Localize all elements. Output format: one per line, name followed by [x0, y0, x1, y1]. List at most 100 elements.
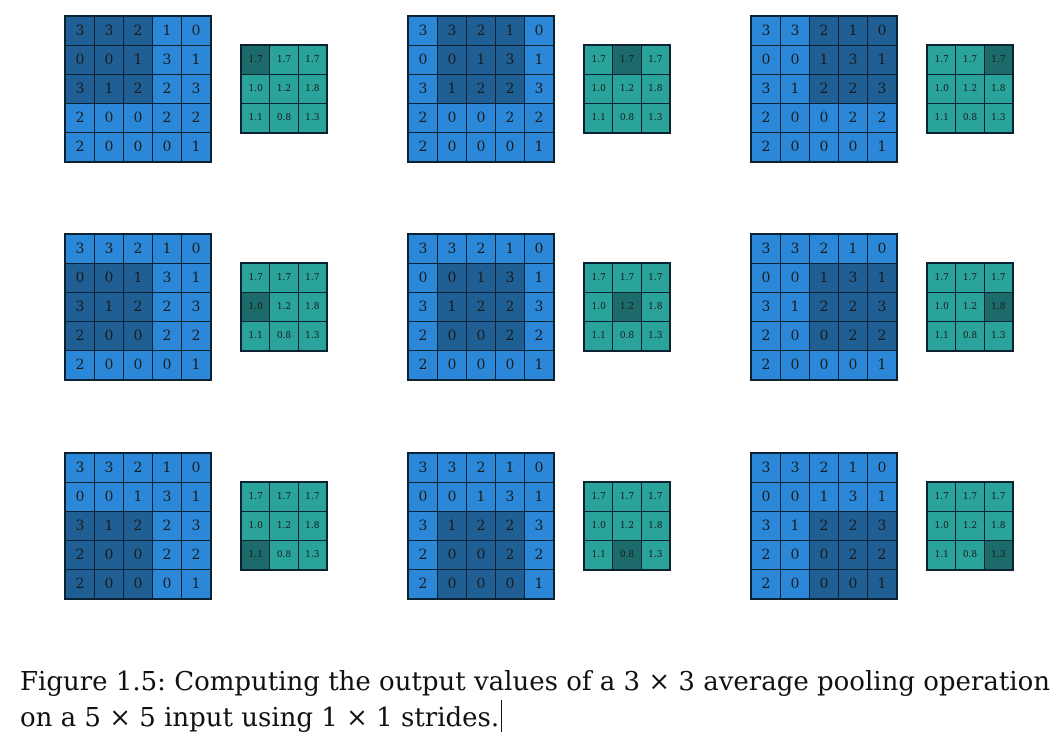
output-grid: 1.7 1.7 1.7 1.0 1.2 1.8 1.1 0.8 1.3	[926, 262, 1014, 352]
output-cell: 1.1	[583, 103, 614, 134]
input-cell: 3	[407, 511, 438, 541]
input-cell: 1	[524, 263, 555, 293]
input-cell: 0	[780, 103, 810, 133]
output-cell: 1.2	[955, 292, 985, 322]
output-cell: 1.0	[583, 511, 614, 541]
output-cell: 1.2	[269, 511, 299, 541]
output-cell: 1.0	[240, 74, 271, 104]
input-cell: 1	[780, 292, 810, 322]
input-cell-in-window: 0	[64, 263, 95, 293]
output-cell: 1.7	[269, 44, 299, 75]
pooling-step-6: 3 3 2 1 0 0 0 1 3 1 3 1 2 2 3 2 0 0 2 2 2 0 0 0 1 1.7 1.7 1.7 1.0 1.2…	[750, 233, 1014, 381]
input-cell: 0	[780, 569, 810, 600]
input-cell-in-window: 2	[867, 321, 898, 351]
input-cell-in-window: 2	[123, 511, 153, 541]
pooling-step-3: 3 3 2 1 0 0 0 1 3 1 3 1 2 2 3 2 0 0 2 2 2 0 0 0 1 1.7 1.7 1.7 1.0 1.2…	[750, 15, 1014, 163]
input-cell-in-window: 0	[466, 569, 496, 600]
input-cell-in-window: 2	[466, 292, 496, 322]
output-grid: 1.7 1.7 1.7 1.0 1.2 1.8 1.1 0.8 1.3	[926, 44, 1014, 134]
output-cell-current: 1.2	[612, 292, 642, 322]
input-cell: 0	[867, 233, 898, 264]
input-cell-in-window: 2	[123, 15, 153, 46]
input-cell: 3	[94, 233, 124, 264]
pooling-step-8: 3 3 2 1 0 0 0 1 3 1 3 1 2 2 3 2 0 0 2 2 2 0 0 0 1 1.7 1.7 1.7 1.0 1.2…	[407, 452, 671, 600]
input-cell: 0	[152, 350, 182, 381]
output-cell: 1.0	[926, 74, 957, 104]
output-cell: 1.7	[640, 262, 671, 293]
input-cell: 2	[123, 452, 153, 483]
input-cell: 2	[466, 233, 496, 264]
input-cell: 1	[181, 45, 212, 75]
input-cell-in-window: 0	[94, 540, 124, 570]
input-cell-in-window: 2	[495, 511, 525, 541]
input-cell: 0	[407, 45, 438, 75]
input-cell-in-window: 3	[495, 263, 525, 293]
input-cell-in-window: 0	[466, 321, 496, 351]
input-cell: 2	[809, 233, 839, 264]
output-cell: 1.7	[583, 44, 614, 75]
input-cell: 3	[437, 233, 467, 264]
input-cell-in-window: 1	[867, 569, 898, 600]
output-cell: 0.8	[955, 321, 985, 352]
input-cell: 0	[750, 45, 781, 75]
input-cell-in-window: 0	[867, 15, 898, 46]
input-cell: 0	[780, 540, 810, 570]
input-cell: 0	[437, 350, 467, 381]
input-cell-in-window: 2	[495, 74, 525, 104]
input-cell: 0	[152, 132, 182, 163]
output-row: 1.7 1.7 1.7	[583, 481, 671, 512]
input-cell-in-window: 1	[495, 15, 525, 46]
input-cell: 0	[152, 569, 182, 600]
input-cell: 1	[181, 569, 212, 600]
input-cell: 0	[94, 132, 124, 163]
input-cell-in-window: 0	[437, 569, 467, 600]
input-cell: 2	[750, 103, 781, 133]
input-cell-in-window: 1	[466, 263, 496, 293]
input-cell-in-window: 3	[64, 511, 95, 541]
output-cell: 1.3	[983, 103, 1014, 134]
input-cell-in-window: 1	[437, 292, 467, 322]
output-cell: 1.7	[269, 481, 299, 512]
output-cell: 1.7	[583, 262, 614, 293]
input-cell-in-window: 2	[838, 292, 868, 322]
input-cell: 3	[181, 74, 212, 104]
input-cell: 2	[152, 540, 182, 570]
input-cell: 0	[123, 132, 153, 163]
input-cell-in-window: 0	[838, 569, 868, 600]
input-cell-in-window: 2	[123, 74, 153, 104]
output-cell: 1.7	[926, 262, 957, 293]
output-cell: 1.2	[269, 74, 299, 104]
input-cell-in-window: 3	[867, 511, 898, 541]
input-cell-in-window: 2	[809, 292, 839, 322]
output-cell: 1.7	[983, 262, 1014, 293]
input-cell: 0	[64, 482, 95, 512]
input-cell: 1	[838, 233, 868, 264]
pooling-step-7: 3 3 2 1 0 0 0 1 3 1 3 1 2 2 3 2 0 0 2 2 2 0 0 0 1 1.7 1.7 1.7 1.0 1.2…	[64, 452, 328, 600]
input-cell: 1	[181, 482, 212, 512]
output-cell-current: 1.7	[612, 44, 642, 75]
input-cell-in-window: 2	[495, 540, 525, 570]
input-cell: 3	[407, 15, 438, 46]
input-cell-in-window: 3	[838, 45, 868, 75]
output-grid: 1.7 1.7 1.7 1.0 1.2 1.8 1.1 0.8 1.3	[240, 481, 328, 571]
input-cell: 1	[809, 482, 839, 512]
output-row: 1.7 1.7 1.7	[583, 262, 671, 293]
output-cell: 1.7	[269, 262, 299, 293]
